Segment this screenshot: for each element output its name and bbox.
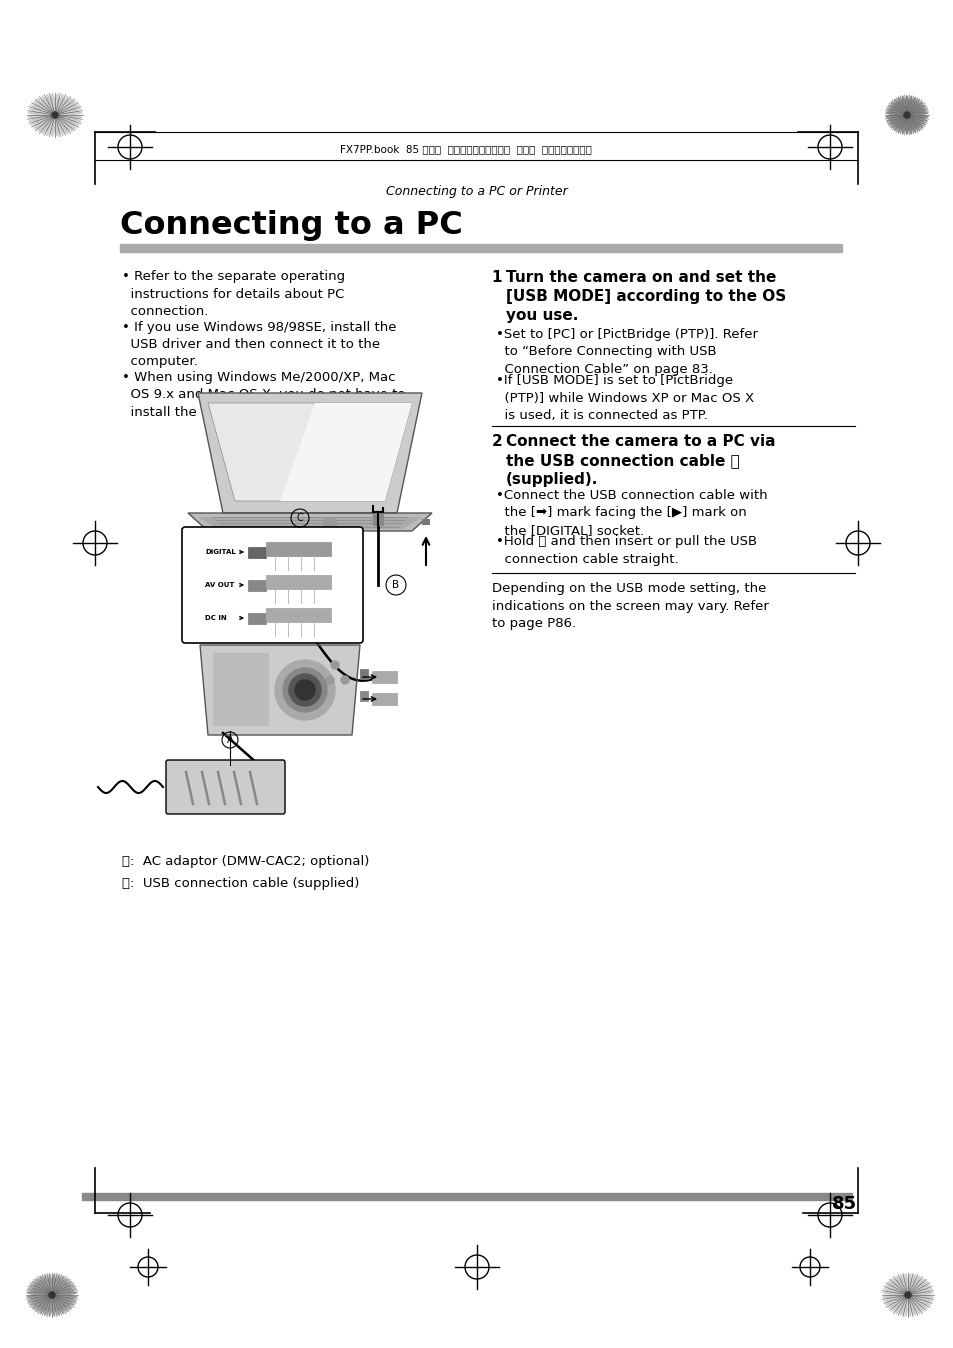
Text: • Refer to the separate operating
  instructions for details about PC
  connecti: • Refer to the separate operating instru… [122,270,345,318]
Text: Turn the camera on and set the
[USB MODE] according to the OS
you use.: Turn the camera on and set the [USB MODE… [505,270,785,324]
Circle shape [323,518,336,532]
Bar [248,580,266,590]
Text: Depending on the USB mode setting, the
indications on the screen may vary. Refer: Depending on the USB mode setting, the i… [492,582,768,631]
Polygon shape [26,1273,78,1317]
Bar [359,692,368,701]
Circle shape [283,669,327,712]
Text: DIGITAL: DIGITAL [205,549,235,555]
Polygon shape [884,94,928,135]
Circle shape [340,675,349,683]
Text: Connecting to a PC or Printer: Connecting to a PC or Printer [386,185,567,198]
Bar [248,547,266,558]
Text: Connecting to a PC: Connecting to a PC [120,210,462,241]
Text: •Connect the USB connection cable with
  the [➡] mark facing the [▶] mark on
  t: •Connect the USB connection cable with t… [496,489,767,537]
Text: •Hold Ⓒ and then insert or pull the USB
  connection cable straight.: •Hold Ⓒ and then insert or pull the USB … [496,535,757,566]
Polygon shape [200,644,359,735]
Text: AV OUT: AV OUT [205,582,234,588]
Polygon shape [208,403,412,501]
Text: 2: 2 [492,434,507,449]
Text: A: A [227,735,233,745]
Bar [266,576,331,589]
Text: • When using Windows Me/2000/XP, Mac
  OS 9.x and Mac OS X, you do not have to
 : • When using Windows Me/2000/XP, Mac OS … [122,371,405,419]
Circle shape [49,1291,55,1298]
Text: •If [USB MODE] is set to [PictBridge
  (PTP)] while Windows XP or Mac OS X
  is : •If [USB MODE] is set to [PictBridge (PT… [496,375,753,422]
Circle shape [294,679,314,700]
Polygon shape [27,93,83,137]
Bar [120,244,841,252]
Text: B: B [392,580,399,590]
Text: 85: 85 [831,1194,856,1213]
Polygon shape [198,518,421,528]
Text: FX7PP.book  85 ページ  ２００４年７月３０日  金曜日  午前１０時３７分: FX7PP.book 85 ページ ２００４年７月３０日 金曜日 午前１０時３７… [339,144,591,154]
Text: DC IN: DC IN [205,615,227,621]
Text: •Set to [PC] or [PictBridge (PTP)]. Refer
  to “Before Connecting with USB
  Con: •Set to [PC] or [PictBridge (PTP)]. Refe… [496,328,758,376]
FancyBboxPatch shape [182,527,363,643]
Bar [266,608,331,621]
Text: 1: 1 [492,270,507,284]
Circle shape [289,674,320,706]
Bar [248,613,266,624]
Bar [266,542,331,555]
Polygon shape [198,394,421,514]
Circle shape [903,112,909,119]
Text: • If you use Windows 98/98SE, install the
  USB driver and then connect it to th: • If you use Windows 98/98SE, install th… [122,321,396,368]
Text: Connect the camera to a PC via
the USB connection cable Ⓑ
(supplied).: Connect the camera to a PC via the USB c… [505,434,775,488]
Bar [421,519,430,524]
Polygon shape [280,403,412,501]
Circle shape [52,112,58,119]
Polygon shape [188,514,432,531]
Circle shape [331,661,338,669]
Circle shape [274,661,335,720]
FancyBboxPatch shape [166,760,285,814]
Text: C: C [296,514,303,523]
Circle shape [326,675,334,683]
Bar [372,693,396,705]
Bar [213,652,268,725]
Polygon shape [882,1273,933,1317]
Circle shape [904,1291,910,1298]
Bar [372,671,396,683]
Bar [373,511,382,524]
Bar [359,669,368,679]
Bar [82,1193,851,1200]
Text: Ⓐ:  AC adaptor (DMW-CAC2; optional): Ⓐ: AC adaptor (DMW-CAC2; optional) [122,855,369,868]
Text: Ⓑ:  USB connection cable (supplied): Ⓑ: USB connection cable (supplied) [122,878,359,890]
